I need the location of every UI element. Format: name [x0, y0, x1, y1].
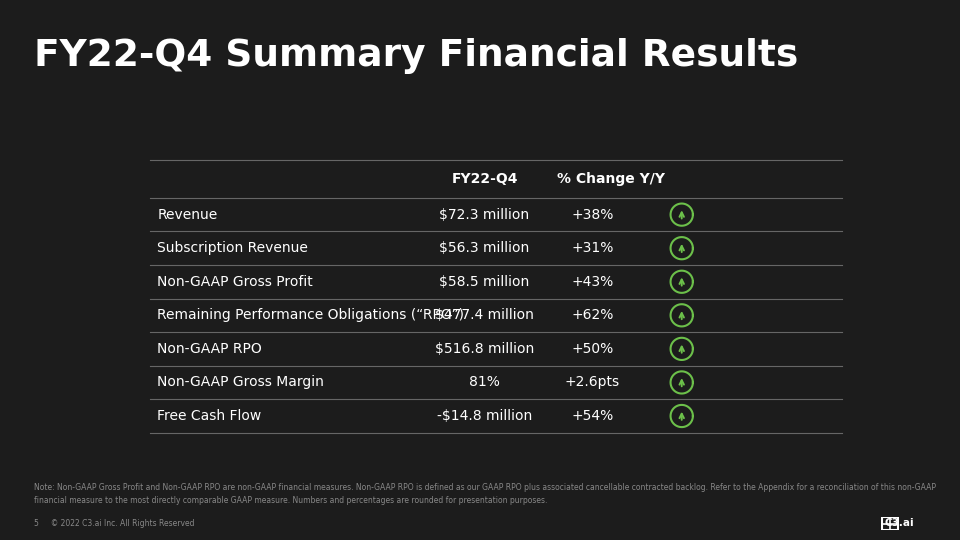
Text: +38%: +38%	[571, 208, 613, 221]
Text: +43%: +43%	[571, 275, 613, 289]
Text: 81%: 81%	[469, 375, 500, 389]
Text: FY22-Q4: FY22-Q4	[451, 172, 517, 186]
Text: $477.4 million: $477.4 million	[435, 308, 534, 322]
Text: Non-GAAP Gross Profit: Non-GAAP Gross Profit	[157, 275, 313, 289]
Text: Revenue: Revenue	[157, 208, 218, 221]
Text: Subscription Revenue: Subscription Revenue	[157, 241, 308, 255]
Text: +50%: +50%	[571, 342, 613, 356]
Text: $516.8 million: $516.8 million	[435, 342, 534, 356]
Text: Non-GAAP RPO: Non-GAAP RPO	[157, 342, 262, 356]
Text: Remaining Performance Obligations (“RPO”): Remaining Performance Obligations (“RPO”…	[157, 308, 465, 322]
Text: +62%: +62%	[571, 308, 613, 322]
Text: -$14.8 million: -$14.8 million	[437, 409, 532, 423]
Text: +2.6pts: +2.6pts	[564, 375, 620, 389]
Text: FY22-Q4 Summary Financial Results: FY22-Q4 Summary Financial Results	[34, 38, 798, 74]
Text: % Change Y/Y: % Change Y/Y	[557, 172, 665, 186]
Text: C3.ai: C3.ai	[884, 518, 914, 528]
Text: $56.3 million: $56.3 million	[440, 241, 530, 255]
Text: 5     © 2022 C3.ai Inc. All Rights Reserved: 5 © 2022 C3.ai Inc. All Rights Reserved	[34, 519, 194, 528]
Text: Note: Non-GAAP Gross Profit and Non-GAAP RPO are non-GAAP financial measures. No: Note: Non-GAAP Gross Profit and Non-GAAP…	[34, 483, 936, 505]
Text: Non-GAAP Gross Margin: Non-GAAP Gross Margin	[157, 375, 324, 389]
Text: $72.3 million: $72.3 million	[440, 208, 530, 221]
Text: $58.5 million: $58.5 million	[440, 275, 530, 289]
Text: +31%: +31%	[571, 241, 613, 255]
Text: +54%: +54%	[571, 409, 613, 423]
Text: Free Cash Flow: Free Cash Flow	[157, 409, 261, 423]
